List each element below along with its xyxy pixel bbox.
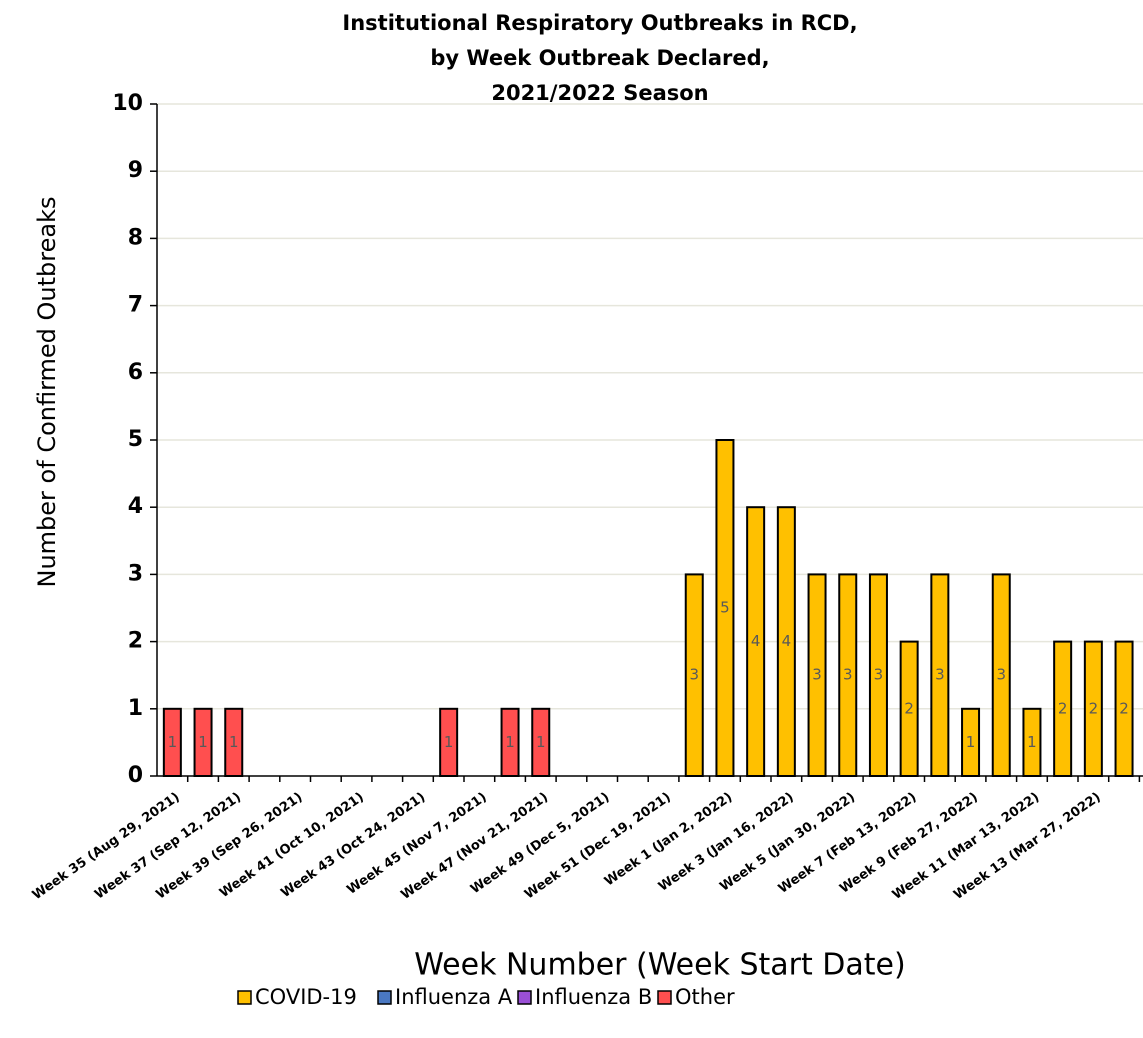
y-tick-label: 7 — [128, 293, 143, 318]
value-label: 2 — [1089, 699, 1099, 717]
value-label: 1 — [536, 733, 546, 751]
value-label: 1 — [444, 733, 454, 751]
legend: COVID-19 Influenza A Influenza B Other — [237, 985, 735, 1009]
title-line: by Week Outbreak Declared, — [430, 46, 769, 70]
y-tick-label: 0 — [128, 763, 143, 788]
y-tick-label: 3 — [128, 561, 143, 586]
legend-swatch — [377, 990, 392, 1005]
value-label: 2 — [1119, 699, 1129, 717]
value-label: 3 — [689, 666, 699, 684]
bar — [1114, 640, 1134, 777]
value-label: 1 — [1027, 733, 1037, 751]
bar — [715, 439, 735, 777]
chart-title: Institutional Respiratory Outbreaks in R… — [342, 11, 857, 105]
bar — [193, 707, 213, 777]
value-label: 4 — [782, 632, 792, 650]
y-tick-label: 10 — [112, 91, 143, 116]
y-tick-label: 6 — [128, 360, 143, 385]
y-tick-label: 9 — [128, 158, 143, 183]
legend-label: Other — [675, 985, 735, 1009]
y-tick-label: 8 — [128, 225, 143, 250]
bar — [868, 573, 888, 778]
y-tick-label: 1 — [128, 696, 143, 721]
value-label: 1 — [168, 733, 178, 751]
bar — [1053, 640, 1073, 777]
value-label: 1 — [198, 733, 208, 751]
value-label: 2 — [1058, 699, 1068, 717]
value-label: 5 — [720, 599, 730, 617]
bar — [531, 707, 551, 777]
y-tick-label: 5 — [128, 427, 143, 452]
x-axis-title: Week Number (Week Start Date) — [414, 948, 905, 983]
bar — [899, 640, 919, 777]
y-axis-title: Number of Confirmed Outbreaks — [33, 197, 61, 588]
bar — [930, 573, 950, 778]
bar — [439, 707, 459, 777]
value-label: 3 — [874, 666, 884, 684]
legend-label: Influenza A — [395, 985, 513, 1009]
value-label: 3 — [812, 666, 822, 684]
y-tick-label: 2 — [128, 629, 143, 654]
value-label: 3 — [996, 666, 1006, 684]
bar — [961, 707, 981, 777]
bar — [684, 573, 704, 778]
legend-swatch — [657, 990, 672, 1005]
value-label: 1 — [505, 733, 515, 751]
bar — [838, 573, 858, 778]
y-tick-label: 4 — [128, 494, 143, 519]
value-label: 4 — [751, 632, 761, 650]
title-line: 2021/2022 Season — [491, 81, 708, 105]
bar — [1083, 640, 1103, 777]
legend-label: COVID-19 — [255, 985, 357, 1009]
bar — [807, 573, 827, 778]
bar — [162, 707, 182, 777]
value-label: 3 — [843, 666, 853, 684]
bar — [991, 573, 1011, 778]
legend-swatch — [237, 990, 252, 1005]
bar — [776, 506, 796, 777]
title-line: Institutional Respiratory Outbreaks in R… — [342, 11, 857, 35]
value-label: 3 — [935, 666, 945, 684]
legend-swatch — [517, 990, 532, 1005]
value-label: 1 — [966, 733, 976, 751]
bar — [500, 707, 520, 777]
value-label: 1 — [229, 733, 239, 751]
bar — [1022, 707, 1042, 777]
bar — [746, 506, 766, 777]
legend-label: Influenza B — [535, 985, 652, 1009]
bar — [224, 707, 244, 777]
value-label: 2 — [904, 699, 914, 717]
